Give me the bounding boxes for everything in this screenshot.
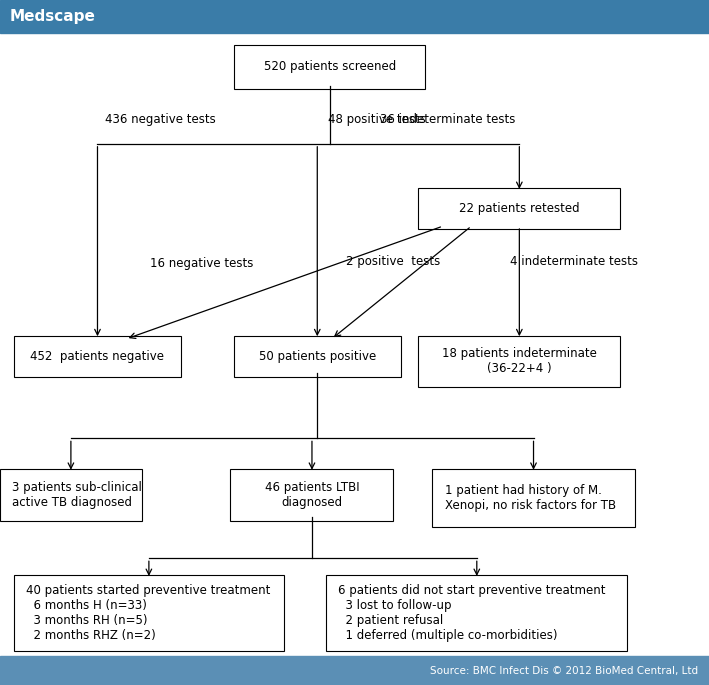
FancyBboxPatch shape	[0, 469, 142, 521]
Text: 22 patients retested: 22 patients retested	[459, 203, 580, 215]
FancyBboxPatch shape	[234, 336, 401, 377]
FancyBboxPatch shape	[234, 45, 425, 89]
Text: 436 negative tests: 436 negative tests	[105, 114, 216, 126]
Text: 40 patients started preventive treatment
  6 months H (n=33)
  3 months RH (n=5): 40 patients started preventive treatment…	[26, 584, 271, 642]
Text: Medscape: Medscape	[10, 9, 96, 24]
Text: 48 positive tests: 48 positive tests	[328, 114, 426, 126]
Text: 16 negative tests: 16 negative tests	[150, 258, 254, 270]
Text: 452  patients negative: 452 patients negative	[30, 350, 164, 362]
Text: 18 patients indeterminate
(36-22+4 ): 18 patients indeterminate (36-22+4 )	[442, 347, 597, 375]
FancyBboxPatch shape	[14, 575, 284, 651]
Text: 4 indeterminate tests: 4 indeterminate tests	[510, 256, 638, 268]
FancyBboxPatch shape	[418, 336, 620, 387]
FancyBboxPatch shape	[230, 469, 393, 521]
Text: 3 patients sub-clinical
active TB diagnosed: 3 patients sub-clinical active TB diagno…	[12, 481, 142, 509]
Text: 1 patient had history of M.
Xenopi, no risk factors for TB: 1 patient had history of M. Xenopi, no r…	[445, 484, 615, 512]
FancyBboxPatch shape	[418, 188, 620, 229]
Bar	[0, 656, 709, 685]
Text: 50 patients positive: 50 patients positive	[259, 350, 376, 362]
Text: 36 indeterminate tests: 36 indeterminate tests	[381, 114, 515, 126]
Text: 2 positive  tests: 2 positive tests	[347, 256, 440, 268]
FancyBboxPatch shape	[432, 469, 635, 527]
Bar	[0, 0, 709, 33]
Text: 520 patients screened: 520 patients screened	[264, 60, 396, 73]
FancyBboxPatch shape	[326, 575, 627, 651]
Text: 6 patients did not start preventive treatment
  3 lost to follow-up
  2 patient : 6 patients did not start preventive trea…	[338, 584, 605, 642]
Text: Source: BMC Infect Dis © 2012 BioMed Central, Ltd: Source: BMC Infect Dis © 2012 BioMed Cen…	[430, 666, 698, 675]
Text: 46 patients LTBI
diagnosed: 46 patients LTBI diagnosed	[264, 481, 359, 509]
FancyBboxPatch shape	[14, 336, 181, 377]
